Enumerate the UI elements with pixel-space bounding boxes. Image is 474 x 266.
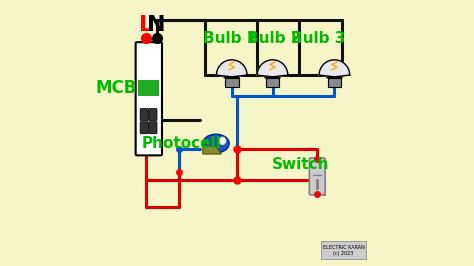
FancyBboxPatch shape [136,42,162,155]
Text: L: L [139,15,153,35]
Ellipse shape [219,137,226,145]
Text: Photocell: Photocell [142,136,222,151]
Polygon shape [217,60,247,78]
FancyBboxPatch shape [138,80,159,96]
FancyBboxPatch shape [265,78,279,87]
FancyBboxPatch shape [140,109,148,120]
Polygon shape [257,60,288,78]
Ellipse shape [203,134,229,153]
FancyBboxPatch shape [149,109,157,120]
FancyBboxPatch shape [321,241,366,259]
Text: N: N [147,15,166,35]
Text: Bulb 3: Bulb 3 [292,31,346,46]
FancyBboxPatch shape [225,78,238,87]
FancyBboxPatch shape [149,122,157,134]
Text: ELECTRIC KARAN
(c) 2023: ELECTRIC KARAN (c) 2023 [323,245,365,256]
Text: Switch: Switch [272,157,329,172]
FancyBboxPatch shape [328,78,341,87]
Text: Bulb 1: Bulb 1 [203,31,257,46]
Text: MCB: MCB [95,79,137,97]
FancyBboxPatch shape [140,122,148,134]
Text: Bulb 2: Bulb 2 [246,31,301,46]
Polygon shape [203,146,221,154]
Polygon shape [319,60,350,78]
FancyBboxPatch shape [310,158,325,195]
